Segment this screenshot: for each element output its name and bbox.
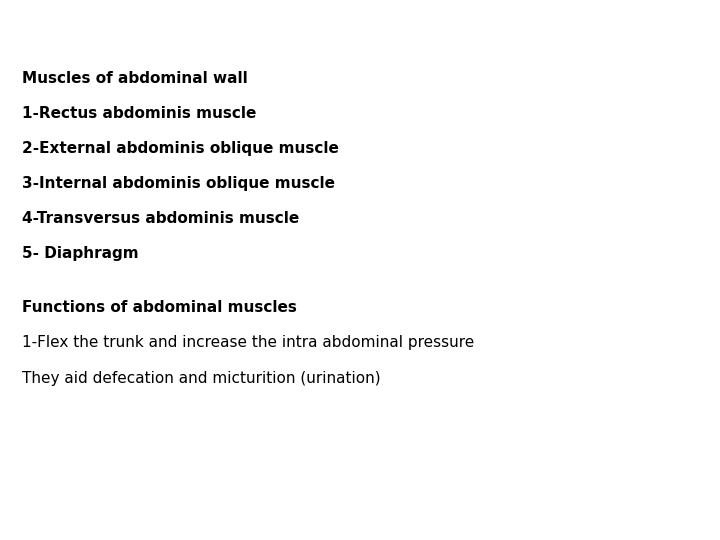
Text: 2-External abdominis oblique muscle: 2-External abdominis oblique muscle [22, 141, 338, 156]
Text: 3-Internal abdominis oblique muscle: 3-Internal abdominis oblique muscle [22, 176, 335, 191]
Text: They aid defecation and micturition (urination): They aid defecation and micturition (uri… [22, 370, 380, 386]
Text: 1-Flex the trunk and increase the intra abdominal pressure: 1-Flex the trunk and increase the intra … [22, 335, 474, 350]
Text: 4-Transversus abdominis muscle: 4-Transversus abdominis muscle [22, 211, 299, 226]
Text: 1-Rectus abdominis muscle: 1-Rectus abdominis muscle [22, 106, 256, 121]
Text: Functions of abdominal muscles: Functions of abdominal muscles [22, 300, 297, 315]
Text: Muscles of abdominal wall: Muscles of abdominal wall [22, 71, 248, 86]
Text: 5- Diaphragm: 5- Diaphragm [22, 246, 138, 261]
